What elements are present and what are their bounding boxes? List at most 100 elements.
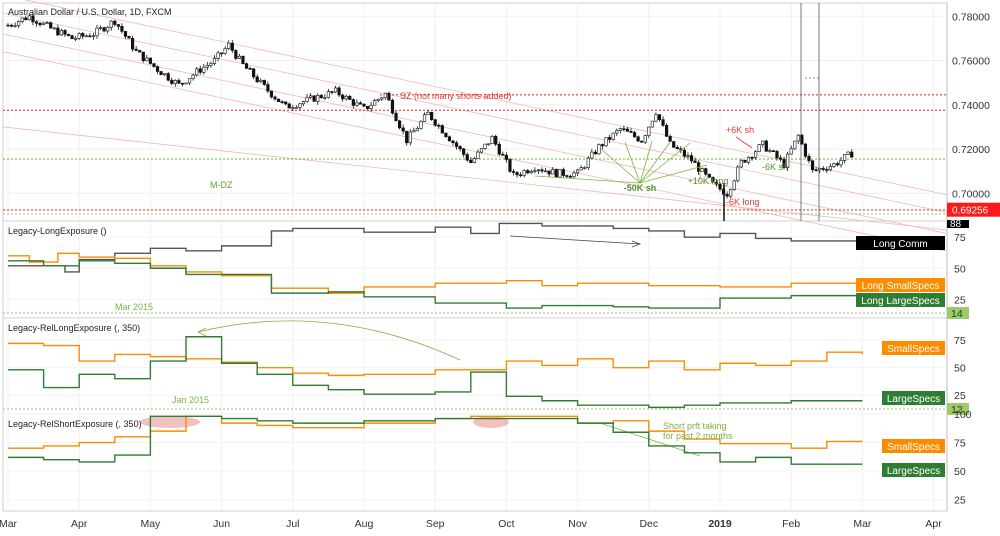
candle-down	[469, 159, 473, 163]
series-line	[8, 342, 864, 377]
panel-tick-label: 50	[954, 466, 966, 478]
candle-down	[49, 22, 53, 29]
price-tick-label: 0.76000	[952, 56, 990, 68]
candle-up	[828, 166, 832, 171]
series-line	[8, 415, 863, 449]
candle-up	[647, 126, 651, 136]
candle-down	[778, 157, 783, 160]
candle-up	[344, 95, 348, 100]
candle-down	[397, 120, 402, 129]
panel-min-tag	[947, 307, 969, 319]
candle-up	[533, 170, 537, 172]
series-line	[8, 336, 863, 409]
channel-line	[2, 33, 948, 234]
candle-down	[632, 132, 637, 138]
candle-down	[675, 147, 679, 150]
candle-down	[775, 151, 779, 159]
candle-up	[611, 132, 615, 140]
candle-down	[280, 101, 284, 103]
candle-down	[266, 84, 270, 92]
annotation-arrow	[639, 164, 708, 184]
candle-up	[761, 140, 765, 145]
candle-up	[832, 163, 836, 167]
curved-arrowhead	[197, 327, 207, 337]
candle-up	[618, 128, 622, 131]
candle-up	[27, 15, 31, 21]
candle-up	[536, 169, 541, 172]
candle-up	[757, 144, 761, 152]
candle-up	[195, 68, 199, 76]
candle-down	[255, 76, 259, 83]
candle-up	[212, 58, 217, 64]
panel-tick-label: 75	[954, 335, 966, 347]
annotation-arrow	[735, 136, 753, 149]
annotation-arrow	[599, 147, 641, 184]
candle-down	[6, 24, 10, 27]
candle-up	[191, 74, 195, 79]
candle-down	[668, 136, 672, 142]
series-label: SmallSpecs	[887, 442, 940, 453]
candle-up	[522, 170, 526, 176]
panel-tick-label: 25	[954, 495, 966, 507]
candle-down	[625, 128, 630, 132]
candle-down	[131, 37, 135, 50]
trend-arrow	[509, 235, 641, 245]
candle-down	[430, 111, 434, 120]
highlight-ellipse	[140, 416, 200, 428]
candle-up	[301, 101, 306, 105]
candle-down	[803, 143, 808, 157]
annotation-arrow	[639, 140, 653, 184]
candle-down	[629, 131, 633, 133]
candle-up	[650, 120, 654, 128]
candle-up	[786, 153, 790, 168]
candle-down	[750, 156, 754, 159]
panel-annotation: for past 2 months	[663, 431, 733, 441]
candle-down	[661, 119, 665, 126]
candle-down	[526, 170, 530, 174]
candle-down	[511, 171, 516, 173]
candle-up	[291, 107, 295, 109]
annotation-arrow	[624, 141, 641, 184]
candle-up	[739, 160, 743, 168]
month-tick-label: Feb	[782, 518, 800, 530]
price-tick-label: 0.78000	[952, 11, 990, 23]
candle-down	[800, 134, 804, 145]
candle-down	[458, 146, 462, 150]
series-label: SmallSpecs	[887, 344, 940, 355]
series-line	[8, 260, 863, 309]
candle-up	[408, 131, 412, 144]
candle-down	[711, 176, 715, 183]
candle-up	[187, 78, 192, 84]
chart-title: Australian Dollar / U.S. Dollar, 1D, FXC…	[8, 7, 172, 17]
candle-down	[341, 94, 345, 100]
candle-up	[13, 25, 17, 27]
candle-down	[234, 50, 238, 59]
candle-down	[465, 154, 469, 161]
candle-up	[294, 107, 298, 109]
last-price-tag	[947, 202, 1000, 217]
candle-down	[568, 176, 573, 178]
candle-up	[846, 151, 850, 155]
candle-down	[66, 33, 71, 36]
candle-down	[433, 119, 437, 126]
candle-up	[74, 38, 78, 40]
candle-up	[732, 180, 736, 190]
trend-arrowhead	[631, 240, 642, 248]
candle-up	[426, 111, 430, 115]
candle-down	[764, 140, 768, 152]
candle-down	[276, 98, 281, 102]
price-annotation: +10K long	[688, 176, 729, 186]
candle-down	[497, 143, 501, 155]
panel-tick-label: 25	[954, 390, 966, 402]
candle-down	[447, 136, 452, 142]
series-label-box	[882, 341, 945, 355]
candle-up	[654, 114, 658, 122]
candle-down	[81, 33, 85, 37]
candle-up	[796, 134, 800, 142]
price-tick-label: 0.70000	[952, 188, 990, 200]
candle-down	[454, 142, 459, 147]
candle-up	[84, 35, 88, 38]
candle-up	[583, 167, 587, 169]
candle-down	[437, 124, 441, 127]
candle-down	[358, 102, 363, 105]
